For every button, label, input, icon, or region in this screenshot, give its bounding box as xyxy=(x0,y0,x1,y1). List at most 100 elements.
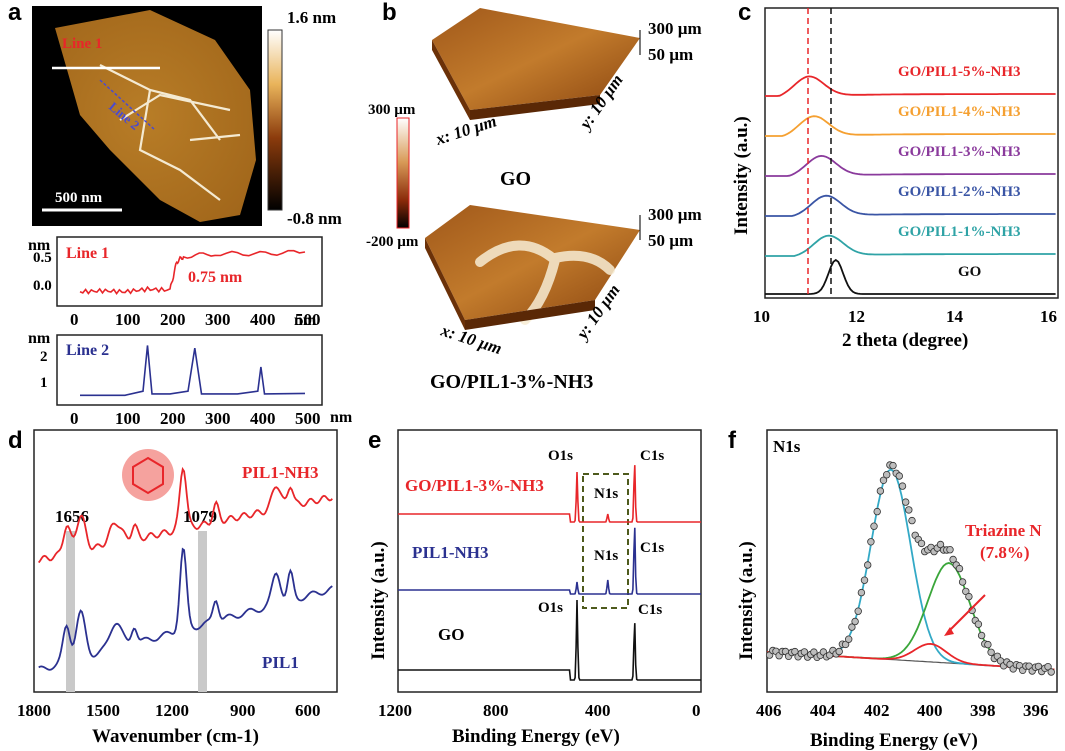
xps-series-gopil xyxy=(398,465,701,523)
panel-c: c GO/PIL1-5%-NH3 GO/PIL1-4%-NH3 GO/PIL1-3%… xyxy=(731,0,1059,351)
ftir-xtick-1500: 1500 xyxy=(86,701,120,720)
ftir-band-1656 xyxy=(66,531,75,692)
profile2-xtick-100: 100 xyxy=(115,409,141,428)
n1s-xtick-404: 404 xyxy=(810,701,836,720)
profile1-name: Line 1 xyxy=(66,245,109,262)
profile1-annotation: 0.75 nm xyxy=(188,269,243,286)
peak-o1s-top: O1s xyxy=(548,448,573,464)
peak-n1s-top: N1s xyxy=(594,486,618,502)
xps-xtick-0: 0 xyxy=(692,701,701,720)
n1s-data-point xyxy=(851,617,859,626)
n1s-data-point xyxy=(946,546,954,554)
n1s-data-point xyxy=(883,471,891,479)
panel-letter-f: f xyxy=(728,427,737,454)
n1s-xtick-396: 396 xyxy=(1023,701,1049,720)
n1s-data-point xyxy=(864,561,872,569)
panel-letter-d: d xyxy=(8,427,23,454)
profile2-name: Line 2 xyxy=(66,342,109,359)
xps-survey-xlabel: Binding Energy (eV) xyxy=(452,726,620,747)
profile2-xunit: nm xyxy=(330,409,353,426)
panel-e: e O1s C1s N1s N1s C1s O1s C1s GO/PIL1-3%… xyxy=(368,427,702,747)
line2-marker xyxy=(99,79,156,131)
xrd-xtick-10: 10 xyxy=(753,307,770,326)
gopil-surface-front xyxy=(465,300,595,330)
profile1-xtick-200: 200 xyxy=(160,310,186,329)
profile2-ytick-1: 1 xyxy=(40,375,48,391)
xps-survey-frame xyxy=(397,429,702,693)
gopil-surface xyxy=(425,205,640,320)
n1s-title: N1s xyxy=(773,437,801,456)
n1s-data-point xyxy=(873,507,881,516)
profile1-series-line-1 xyxy=(79,249,306,295)
profile1-xtick-300: 300 xyxy=(205,310,231,329)
profile1-ytick-0.0: 0.0 xyxy=(33,278,52,294)
profile1-xtick-400: 400 xyxy=(250,310,276,329)
xps-survey-ylabel: Intensity (a.u.) xyxy=(368,541,389,660)
n1s-data-point xyxy=(835,647,843,656)
go-z2: 50 µm xyxy=(648,45,693,64)
profile2-series-line-2 xyxy=(80,345,306,397)
n1s-annotation-1: Triazine N xyxy=(965,521,1042,540)
n1s-ylabel: Intensity (a.u.) xyxy=(736,541,757,660)
xrd-frame xyxy=(764,7,1059,299)
n1s-data-point xyxy=(1047,668,1055,676)
n1s-data-point xyxy=(876,487,885,495)
gopil-z2: 50 µm xyxy=(648,231,693,250)
xrd-series-0 xyxy=(765,75,1056,97)
profile2-ytick-2: 2 xyxy=(40,349,48,365)
n1s-data-point xyxy=(870,522,878,530)
n1s-data-point xyxy=(860,576,869,584)
ftir-series-pil1-nh3 xyxy=(37,466,333,564)
go-x-label: x: 10 µm xyxy=(432,111,498,149)
gopil-z1: 300 µm xyxy=(648,205,702,224)
scalebar-label: 500 nm xyxy=(55,190,103,206)
profile1-xtick-0: 0 xyxy=(70,310,79,329)
go-title: GO xyxy=(500,168,531,190)
xps-label-pil1-nh3: PIL1-NH3 xyxy=(412,543,489,562)
graphene-flake xyxy=(55,10,256,222)
profile1-xtick-500: 500 xyxy=(295,310,321,329)
n1s-annotation-2: (7.8%) xyxy=(980,543,1030,562)
n1s-data-point xyxy=(965,592,973,601)
n1s-data-point xyxy=(958,578,967,586)
afm-line1-label: Line 1 xyxy=(62,36,102,52)
afm-colorbar xyxy=(267,29,283,211)
xrd-series-label-0: GO/PIL1-5%-NH3 xyxy=(898,64,1021,80)
n1s-data-point xyxy=(902,498,910,506)
n1s-data-point xyxy=(845,635,853,643)
go-z1: 300 µm xyxy=(648,19,702,38)
xrd-series-label-4: GO/PIL1-1%-NH3 xyxy=(898,224,1021,240)
peak-o1s-bot: O1s xyxy=(538,600,563,616)
profile2-unit: nm xyxy=(28,330,51,347)
ftir-series-pil1 xyxy=(38,547,333,671)
peak-c1s-bot: C1s xyxy=(638,602,662,618)
xrd-series-4 xyxy=(765,234,1056,257)
peak-c1s-mid: C1s xyxy=(640,540,664,556)
surface-colorbar xyxy=(396,117,410,229)
panel-a: a Line 1 Line 2 500 nm 1.6 nm -0.8 nm nm… xyxy=(8,0,353,428)
profile1-frame xyxy=(56,236,323,307)
xrd-series-3 xyxy=(765,194,1056,217)
profile2-xtick-400: 400 xyxy=(250,409,276,428)
ftir-mark-1656: 1656 xyxy=(55,507,89,526)
annotation-arrowhead xyxy=(944,627,954,636)
n1s-frame xyxy=(766,429,1058,693)
xrd-ylabel: Intensity (a.u.) xyxy=(731,116,752,235)
panel-b: b 300 µm 50 µm x: 10 µm y: 10 µm GO 300 … xyxy=(366,0,702,393)
xps-label-gopil: GO/PIL1-3%-NH3 xyxy=(405,476,544,495)
panel-letter-e: e xyxy=(368,427,381,454)
n1s-xtick-400: 400 xyxy=(917,701,943,720)
colorbar-min: -0.8 nm xyxy=(287,209,342,228)
go-surface-front xyxy=(470,95,600,120)
xrd-xlabel: 2 theta (degree) xyxy=(842,330,968,351)
annotation-arrow xyxy=(947,594,986,633)
profile2-xtick-0: 0 xyxy=(70,409,79,428)
xps-series-go xyxy=(398,599,701,681)
n1s-data-point xyxy=(905,506,913,514)
n1s-data-point xyxy=(984,640,992,649)
xps-xtick-800: 800 xyxy=(483,701,509,720)
gopil-ridges xyxy=(475,240,615,325)
profile2-frame xyxy=(56,334,323,406)
n1s-data-point xyxy=(848,623,856,631)
triazine-ring xyxy=(132,456,164,495)
